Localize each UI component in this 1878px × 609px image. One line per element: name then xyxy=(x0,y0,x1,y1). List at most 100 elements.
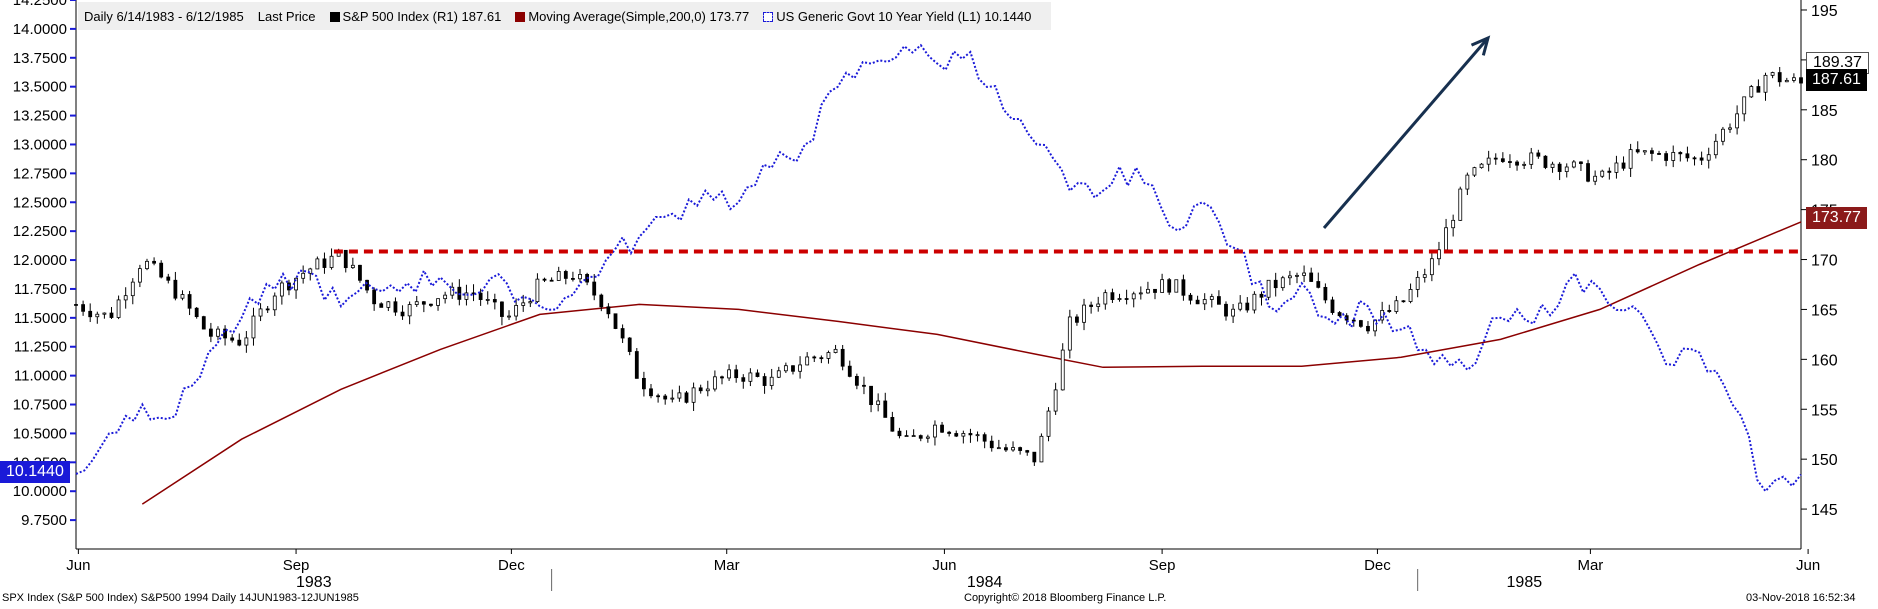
left-tick-label: 13.2500 xyxy=(13,108,67,125)
candle-body xyxy=(1586,163,1590,182)
spx-last-tag: 187.61 xyxy=(1806,69,1867,91)
candle-body xyxy=(833,348,838,353)
candle-body xyxy=(1735,113,1740,129)
candle-body xyxy=(798,364,802,372)
candle-body xyxy=(1479,163,1484,169)
candle-body xyxy=(279,282,284,297)
right-tick-label: 150 xyxy=(1811,452,1838,469)
candle-body xyxy=(358,264,362,281)
candle-swatch-icon xyxy=(329,11,340,22)
candle-body xyxy=(1642,150,1647,153)
candle-body xyxy=(1160,279,1165,293)
candle-body xyxy=(642,377,646,390)
trend-arrow-head-icon xyxy=(1470,35,1491,56)
candle-body xyxy=(712,376,717,390)
candle-body xyxy=(1394,300,1399,312)
candle-body xyxy=(180,294,185,299)
candle-body xyxy=(535,278,540,303)
yield-line xyxy=(75,43,1802,493)
left-tick-label: 10.7500 xyxy=(13,397,67,414)
left-tick-label: 12.2500 xyxy=(13,223,67,240)
legend-field: Last Price xyxy=(257,8,316,24)
candle-body xyxy=(1082,304,1086,323)
candle-body xyxy=(287,282,291,291)
candle-body xyxy=(116,299,121,318)
x-tick-label: Dec xyxy=(498,557,525,574)
candle-body xyxy=(1550,163,1555,168)
candle-body xyxy=(805,356,810,366)
candle-body xyxy=(1614,162,1619,173)
candle-body xyxy=(634,351,639,379)
candle-body xyxy=(1067,316,1072,351)
x-tick-label: Mar xyxy=(714,557,740,574)
candle-body xyxy=(1600,170,1605,177)
left-tick-label: 13.5000 xyxy=(13,79,67,96)
left-tick-label: 11.7500 xyxy=(14,281,67,298)
candle-body xyxy=(1437,249,1441,260)
candle-body xyxy=(1266,279,1271,298)
candle-body xyxy=(1607,170,1612,173)
candle-body xyxy=(1060,349,1065,391)
x-tick-label: Mar xyxy=(1577,557,1603,574)
candle-body xyxy=(854,375,859,386)
candle-body xyxy=(1280,277,1285,289)
candle-body xyxy=(1025,450,1030,453)
candle-body xyxy=(890,417,895,432)
candle-body xyxy=(656,395,660,398)
candle-body xyxy=(1529,152,1534,165)
year-label: 1983 xyxy=(296,574,332,591)
candle-body xyxy=(1628,149,1633,169)
candle-body xyxy=(620,328,625,339)
candle-body xyxy=(627,337,632,352)
candle-body xyxy=(166,276,171,281)
x-tick-label: Dec xyxy=(1364,557,1391,574)
candle-body xyxy=(705,388,710,392)
right-tick-label: 145 xyxy=(1811,502,1838,519)
left-tick-label: 9.7500 xyxy=(21,512,67,529)
candle-body xyxy=(556,271,561,281)
candle-body xyxy=(443,294,448,300)
candle-body xyxy=(904,435,909,437)
candle-body xyxy=(1621,162,1626,169)
candle-body xyxy=(1131,293,1136,300)
candle-body xyxy=(400,311,405,317)
candle-body xyxy=(159,262,164,278)
candle-body xyxy=(1089,304,1094,307)
legend-item-ma: Moving Average(Simple,200,0) 173.77 xyxy=(515,9,749,24)
candle-body xyxy=(1401,300,1406,303)
candle-body xyxy=(1415,276,1420,290)
candle-body xyxy=(1593,175,1598,182)
left-axis-yield: 14.2500 14.0000 13.7500 13.5000 13.2500 13.00… xyxy=(13,0,76,529)
candle-body xyxy=(1451,219,1456,229)
candle-body xyxy=(1287,275,1292,279)
left-tick-label: 12.5000 xyxy=(13,194,67,211)
candle-body xyxy=(975,434,980,437)
candle-body xyxy=(542,278,547,281)
candle-body xyxy=(393,301,398,313)
candle-body xyxy=(1657,153,1661,155)
candle-body xyxy=(1202,299,1207,305)
candle-body xyxy=(1309,272,1314,282)
yield-series xyxy=(75,43,1802,493)
candle-body xyxy=(464,292,469,300)
candle-body xyxy=(571,278,575,280)
moving-average-series xyxy=(141,221,1802,505)
trend-arrow-shaft xyxy=(1322,37,1490,229)
x-tick-label: Jun xyxy=(932,557,956,574)
candle-body xyxy=(421,301,426,305)
spx-high-tag: 189.37 xyxy=(1806,52,1869,74)
candle-body xyxy=(237,339,242,346)
candle-body xyxy=(684,392,689,403)
candle-body xyxy=(244,337,249,346)
candle-body xyxy=(1422,274,1427,278)
left-tick-label: 11.2500 xyxy=(14,339,67,356)
candle-body xyxy=(478,292,483,300)
candle-body xyxy=(1792,77,1796,81)
candle-body xyxy=(1018,447,1023,451)
candle-body xyxy=(173,279,178,299)
candle-body xyxy=(1046,410,1051,437)
candle-body xyxy=(372,289,377,305)
candle-body xyxy=(1011,447,1015,451)
candle-body xyxy=(925,436,930,439)
